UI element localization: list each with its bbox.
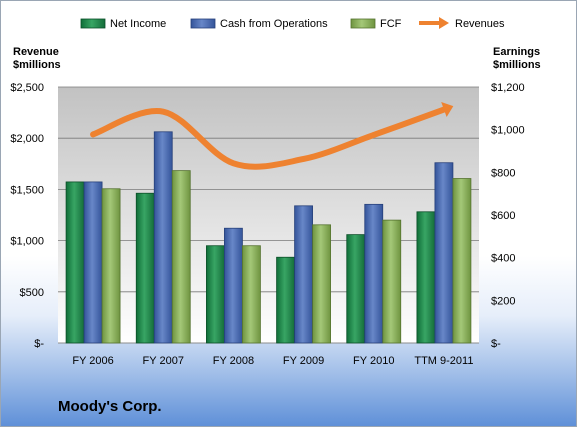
x-tick-label: FY 2008: [213, 355, 254, 367]
bar-net-income: [65, 181, 85, 344]
bar-net-income: [346, 234, 366, 344]
bar-net-income: [135, 192, 155, 344]
left-axis-title-line2: $millions: [13, 59, 61, 71]
bar-fcf: [382, 219, 402, 344]
bar-fcf: [242, 245, 261, 344]
company-name: Moody's Corp.: [58, 398, 162, 415]
left-tick-label: $2,500: [10, 82, 44, 94]
left-axis-title-line1: Revenue: [13, 46, 59, 58]
legend-swatch: [190, 18, 216, 29]
legend-swatch: [350, 18, 376, 29]
left-tick-label: $1,000: [10, 236, 44, 248]
legend-label: Net Income: [110, 18, 166, 30]
bar-cash-from-operations: [224, 227, 243, 344]
bar-cash-from-operations: [434, 162, 454, 344]
right-axis-title-line1: Earnings: [493, 46, 541, 58]
right-axis-title: Earnings $millions: [493, 46, 541, 72]
bar-fcf: [452, 178, 472, 344]
right-tick-label: $1,000: [491, 125, 525, 137]
bar-fcf: [312, 224, 331, 344]
right-tick-label: $200: [491, 295, 515, 307]
revenue-line: [90, 106, 447, 170]
bar-fcf: [171, 170, 191, 344]
bar-cash-from-operations: [83, 181, 103, 344]
legend-swatch: [80, 18, 106, 29]
right-tick-label: $1,200: [491, 82, 525, 94]
legend-label: Revenues: [455, 18, 505, 30]
legend: Net Income Cash from Operations FCF Revenue…: [80, 17, 505, 30]
bar-net-income: [276, 256, 295, 344]
legend-label: FCF: [380, 18, 402, 30]
x-tick-label: FY 2007: [143, 355, 184, 367]
legend-arrowhead: [439, 17, 449, 29]
revenue-line-arrowhead: [441, 102, 454, 118]
bar-cash-from-operations: [294, 205, 313, 344]
left-tick-label: $2,000: [10, 133, 44, 145]
bar-cash-from-operations: [153, 131, 173, 344]
right-tick-label: $400: [491, 253, 515, 265]
right-tick-label: $600: [491, 210, 515, 222]
x-tick-label: TTM 9-2011: [414, 355, 473, 367]
plot-area: [58, 87, 479, 343]
x-tick-label: FY 2006: [72, 355, 113, 367]
bar-net-income: [206, 245, 225, 344]
left-axis-title: Revenue $millions: [13, 46, 61, 72]
right-axis-title-line2: $millions: [493, 59, 541, 71]
x-tick-label: FY 2009: [283, 355, 324, 367]
x-tick-label: FY 2010: [353, 355, 394, 367]
left-tick-label: $1,500: [10, 184, 44, 196]
bar-net-income: [416, 211, 436, 344]
bar-cash-from-operations: [364, 203, 384, 344]
right-tick-label: $-: [491, 338, 501, 350]
left-tick-label: $500: [20, 287, 44, 299]
bar-fcf: [101, 188, 121, 344]
left-tick-label: $-: [34, 338, 44, 350]
legend-label: Cash from Operations: [220, 18, 328, 30]
right-tick-label: $800: [491, 167, 515, 179]
